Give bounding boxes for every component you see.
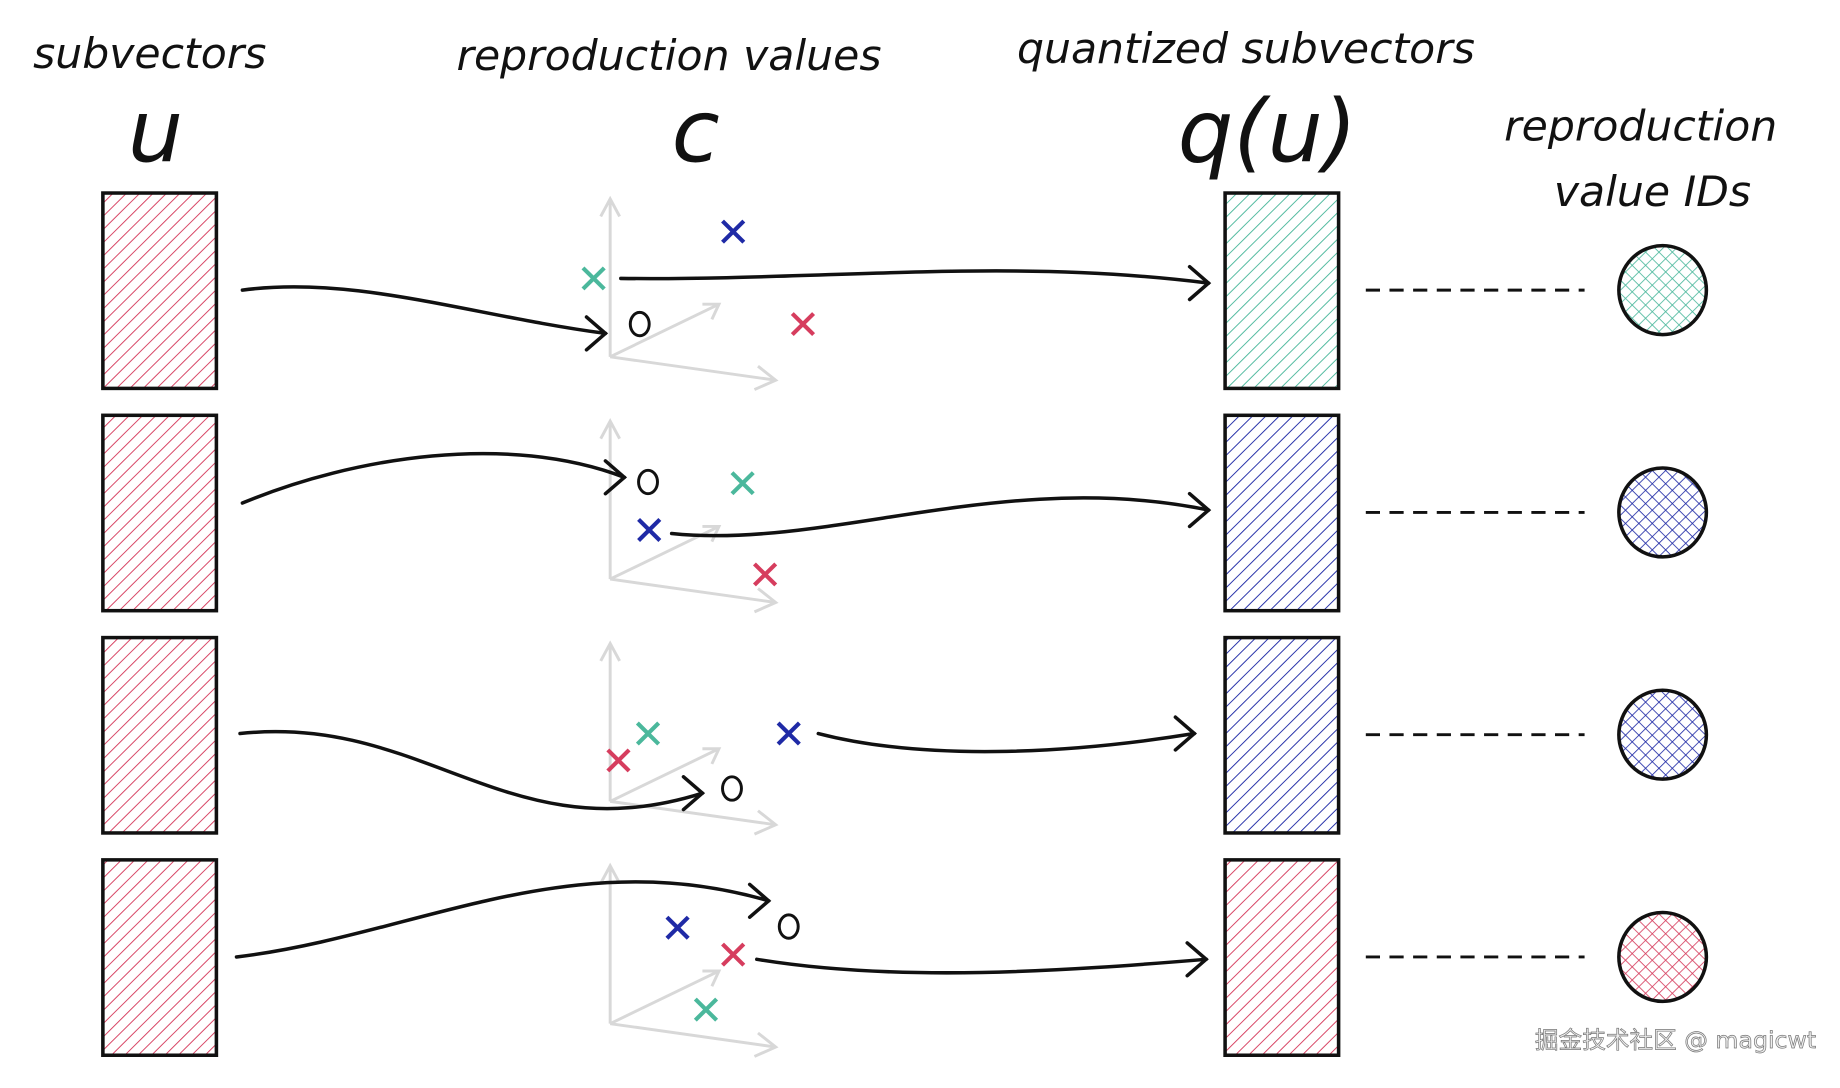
x-axis <box>609 1022 779 1058</box>
input-arrow-head <box>603 459 628 496</box>
output-arrow <box>755 957 1208 975</box>
input-arrow <box>234 880 771 959</box>
red-cross-marker <box>790 312 816 337</box>
subvector-block <box>101 858 219 1057</box>
subvector-block <box>101 635 219 835</box>
red-cross-marker <box>606 748 631 773</box>
y-axis <box>599 418 621 580</box>
z-axis <box>609 747 722 803</box>
quantized-symbol: q(u) <box>1178 81 1357 182</box>
subvector-point-circle <box>628 310 651 338</box>
output-arrow-head <box>1185 941 1209 978</box>
teal-cross-marker <box>730 471 755 496</box>
blue-cross-marker <box>637 517 662 542</box>
output-arrow-head <box>1187 264 1212 302</box>
blue-cross-marker <box>665 915 690 940</box>
blue-cross-marker <box>776 721 801 746</box>
subvector-point-circle <box>721 775 743 802</box>
y-axis <box>599 195 621 357</box>
z-axis <box>609 969 722 1025</box>
ids-heading-line1: reproduction <box>1504 102 1777 151</box>
red-cross-marker <box>752 562 778 587</box>
quantized-block <box>1223 413 1341 613</box>
blue-cross-marker <box>721 219 746 244</box>
input-arrow-head <box>747 882 772 919</box>
id-circle <box>1617 466 1709 559</box>
input-arrow-head <box>681 775 706 812</box>
y-axis <box>599 862 621 1024</box>
output-arrow-head <box>1187 491 1212 529</box>
input-arrow <box>238 729 705 811</box>
z-axis <box>609 302 722 359</box>
id-circle <box>1617 688 1709 781</box>
row-2 <box>101 413 1709 614</box>
quantized-block <box>1223 635 1341 835</box>
subvector-point-circle <box>777 913 800 940</box>
row-3 <box>101 635 1709 836</box>
id-circle <box>1617 910 1709 1004</box>
id-circle <box>1617 243 1709 337</box>
output-arrow-head <box>1173 715 1198 752</box>
output-arrow <box>669 496 1211 538</box>
quantized-block <box>1223 858 1341 1057</box>
red-cross-marker <box>721 942 746 967</box>
teal-cross-marker <box>635 721 661 746</box>
teal-cross-marker <box>581 266 606 291</box>
x-axis <box>609 577 779 614</box>
output-arrow <box>619 269 1211 285</box>
reproduction-symbol: c <box>672 81 720 182</box>
subvector-block <box>101 413 219 613</box>
watermark: 掘金技术社区 @ magicwt <box>1535 1026 1816 1054</box>
reproduction-values-heading: reproduction values <box>456 31 881 80</box>
subvectors-heading: subvectors <box>33 29 266 78</box>
quantized-heading: quantized subvectors <box>1017 24 1475 73</box>
quantized-block <box>1223 191 1341 391</box>
subvectors-symbol: u <box>128 81 183 182</box>
ids-heading-line2: value IDs <box>1554 167 1751 216</box>
input-arrow <box>240 451 627 505</box>
teal-cross-marker <box>693 997 719 1022</box>
output-arrow <box>816 731 1197 754</box>
input-arrow <box>240 285 608 336</box>
row-4 <box>101 858 1709 1058</box>
row-1 <box>101 191 1709 391</box>
x-axis <box>609 355 779 391</box>
y-axis <box>599 640 621 802</box>
input-arrow-head <box>584 315 609 352</box>
subvector-block <box>101 191 219 391</box>
subvector-point-circle <box>637 468 659 496</box>
